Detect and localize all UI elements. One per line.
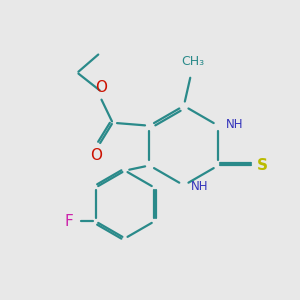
- Text: S: S: [256, 158, 268, 173]
- Text: CH₃: CH₃: [181, 55, 204, 68]
- Text: NH: NH: [191, 180, 209, 193]
- Text: O: O: [95, 80, 107, 95]
- Text: O: O: [90, 148, 102, 163]
- Text: F: F: [65, 214, 74, 229]
- Text: NH: NH: [226, 118, 243, 131]
